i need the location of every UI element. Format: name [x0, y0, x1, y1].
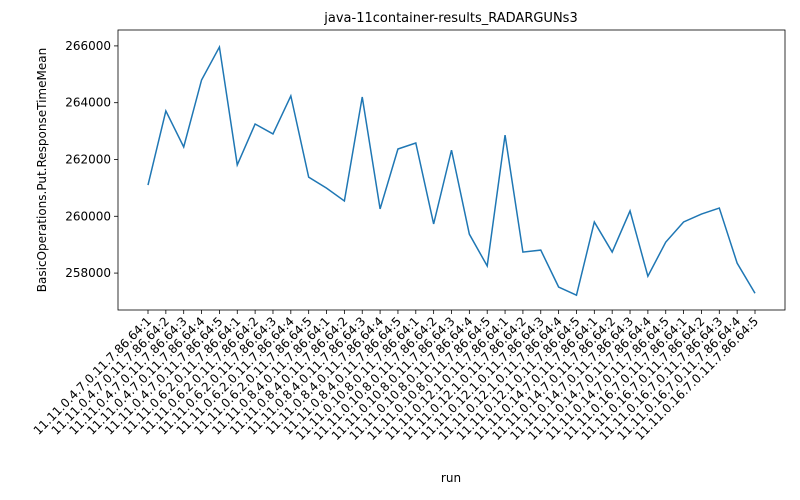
y-tick-label: 264000	[65, 96, 111, 110]
plot-frame	[117, 29, 786, 311]
y-axis-label: BasicOperations.Put.ResponseTimeMean	[35, 48, 49, 292]
data-line	[147, 44, 756, 297]
y-tick-label: 258000	[65, 266, 111, 280]
x-axis-label: run	[441, 471, 461, 485]
y-tick-label: 266000	[65, 39, 111, 53]
y-tick-label: 260000	[65, 209, 111, 223]
chart-title: java-11container-results_RADARGUNs3	[323, 11, 577, 26]
y-tick-label: 262000	[65, 152, 111, 166]
